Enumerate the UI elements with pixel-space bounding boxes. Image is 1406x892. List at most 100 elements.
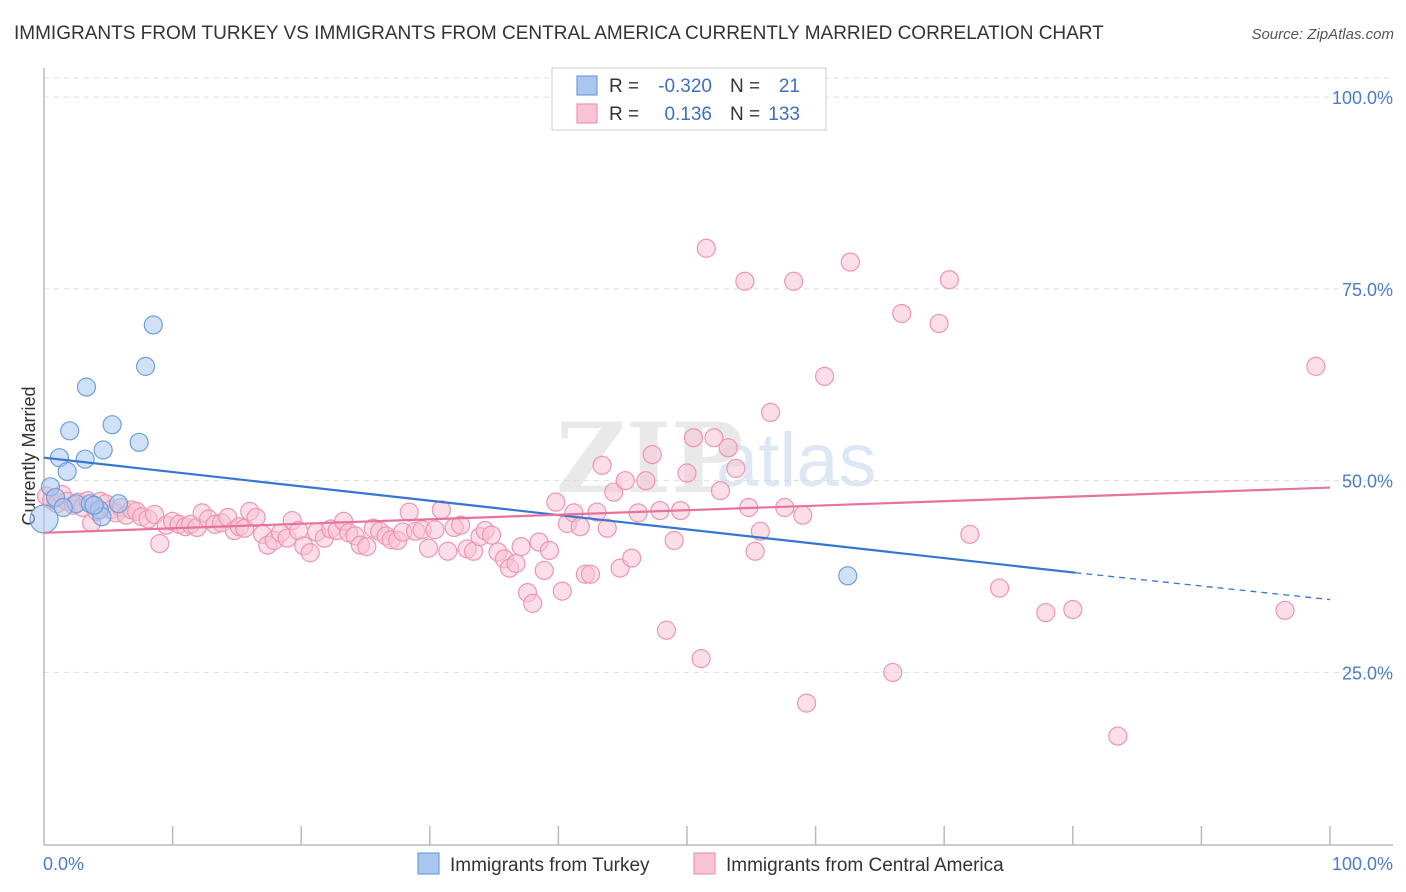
point-turkey-4 xyxy=(60,421,80,441)
chart-source: Source: ZipAtlas.com xyxy=(1251,26,1394,43)
point-central-america-110 xyxy=(691,649,711,669)
point-central-america-119 xyxy=(750,521,770,541)
point-central-america-80 xyxy=(506,553,526,574)
legend-r-value-turkey: -0.320 xyxy=(658,76,712,97)
point-central-america-114 xyxy=(718,438,738,458)
point-central-america-81 xyxy=(511,537,531,557)
point-central-america-67 xyxy=(425,520,445,540)
point-central-america-115 xyxy=(726,458,746,479)
y-tick-labels: 100.0% 75.0% 50.0% 25.0% xyxy=(1332,88,1393,683)
point-central-america-111 xyxy=(696,238,716,258)
point-central-america-116 xyxy=(735,271,755,291)
bottom-legend-swatch-turkey xyxy=(417,852,440,875)
legend-r-label-turkey: R = xyxy=(609,76,639,97)
point-turkey-15 xyxy=(135,356,156,376)
point-central-america-93 xyxy=(580,564,601,584)
point-central-america-91 xyxy=(570,517,590,537)
point-central-america-76 xyxy=(481,525,502,545)
point-central-america-131 xyxy=(960,524,980,544)
point-central-america-66 xyxy=(418,538,439,558)
point-turkey-13 xyxy=(108,494,129,514)
y-axis-label: Currently Married xyxy=(19,386,39,525)
point-central-america-38 xyxy=(246,507,266,528)
gridlines xyxy=(44,77,1393,673)
point-central-america-135 xyxy=(1108,726,1128,746)
point-central-america-124 xyxy=(796,693,817,713)
point-central-america-102 xyxy=(636,471,656,491)
point-central-america-122 xyxy=(784,271,804,291)
y-tick-label-0: 100.0% xyxy=(1332,88,1393,108)
point-turkey-3 xyxy=(57,461,77,482)
point-central-america-113 xyxy=(710,481,731,501)
point-turkey-12 xyxy=(102,415,122,435)
point-turkey-0 xyxy=(29,504,59,534)
point-central-america-125 xyxy=(815,366,835,386)
point-turkey-6 xyxy=(75,449,95,469)
watermark-atlas: atlas xyxy=(716,418,877,503)
legend-r-label-central-america: R = xyxy=(609,104,639,125)
point-turkey-7 xyxy=(76,377,97,397)
point-central-america-88 xyxy=(552,581,572,601)
legend-n-value-turkey: 21 xyxy=(779,76,800,97)
point-central-america-47 xyxy=(300,543,320,563)
point-turkey-16 xyxy=(143,315,163,335)
legend-box: R = -0.320 N = 21 R = 0.136 N = 133 xyxy=(551,67,827,131)
point-central-america-123 xyxy=(793,505,813,525)
trend-line-extension-turkey xyxy=(1075,572,1331,601)
point-central-america-99 xyxy=(615,471,635,491)
point-central-america-56 xyxy=(357,537,377,557)
bottom-legend: Immigrants from Turkey Immigrants from C… xyxy=(417,852,1004,876)
point-central-america-71 xyxy=(451,515,471,535)
point-central-america-136 xyxy=(1275,600,1295,620)
point-central-america-129 xyxy=(929,313,949,334)
point-central-america-137 xyxy=(1306,356,1326,376)
chart-title: IMMIGRANTS FROM TURKEY VS IMMIGRANTS FRO… xyxy=(14,23,1104,44)
point-central-america-109 xyxy=(683,428,704,448)
legend-swatch-turkey xyxy=(576,75,598,96)
point-central-america-106 xyxy=(664,530,684,551)
trend-lines xyxy=(43,456,1331,601)
point-central-america-22 xyxy=(150,533,170,554)
y-tick-label-1: 75.0% xyxy=(1342,280,1393,300)
point-central-america-132 xyxy=(989,578,1010,598)
legend-swatch-central-america xyxy=(576,103,598,124)
point-turkey-14 xyxy=(129,432,149,452)
bottom-legend-swatch-central-america xyxy=(693,852,716,875)
point-central-america-133 xyxy=(1036,602,1056,623)
point-central-america-97 xyxy=(604,482,624,502)
point-turkey-11 xyxy=(93,440,113,460)
point-central-america-86 xyxy=(539,540,559,561)
legend-n-label-central-america: N = xyxy=(730,104,760,125)
point-central-america-105 xyxy=(656,620,677,640)
point-central-america-118 xyxy=(745,541,765,561)
point-central-america-127 xyxy=(883,662,903,683)
legend-n-value-central-america: 133 xyxy=(768,104,800,125)
point-central-america-96 xyxy=(597,518,617,538)
point-turkey-20 xyxy=(84,495,104,515)
legend-frame xyxy=(551,67,827,131)
point-central-america-130 xyxy=(939,270,959,290)
point-turkey-19 xyxy=(53,497,73,518)
point-turkey-17 xyxy=(838,566,858,586)
legend-r-value-central-america: 0.136 xyxy=(664,104,712,125)
x-tick-label-min: 0.0% xyxy=(43,854,84,874)
legend-n-label-turkey: N = xyxy=(730,76,760,97)
point-central-america-108 xyxy=(677,463,697,483)
point-central-america-126 xyxy=(840,252,860,272)
data-points xyxy=(29,238,1326,746)
bottom-legend-label-turkey: Immigrants from Turkey xyxy=(450,855,650,876)
point-central-america-120 xyxy=(760,402,781,423)
x-tick-label-max: 100.0% xyxy=(1332,854,1393,874)
point-central-america-112 xyxy=(704,428,724,448)
point-central-america-87 xyxy=(546,492,566,512)
point-central-america-85 xyxy=(534,560,554,581)
y-tick-label-2: 50.0% xyxy=(1342,472,1393,492)
point-central-america-63 xyxy=(399,502,419,522)
point-central-america-69 xyxy=(438,541,458,561)
y-tick-label-3: 25.0% xyxy=(1342,663,1393,683)
point-central-america-100 xyxy=(622,548,642,568)
point-central-america-103 xyxy=(642,444,662,465)
point-central-america-95 xyxy=(592,455,612,475)
x-ticks xyxy=(171,826,1331,845)
